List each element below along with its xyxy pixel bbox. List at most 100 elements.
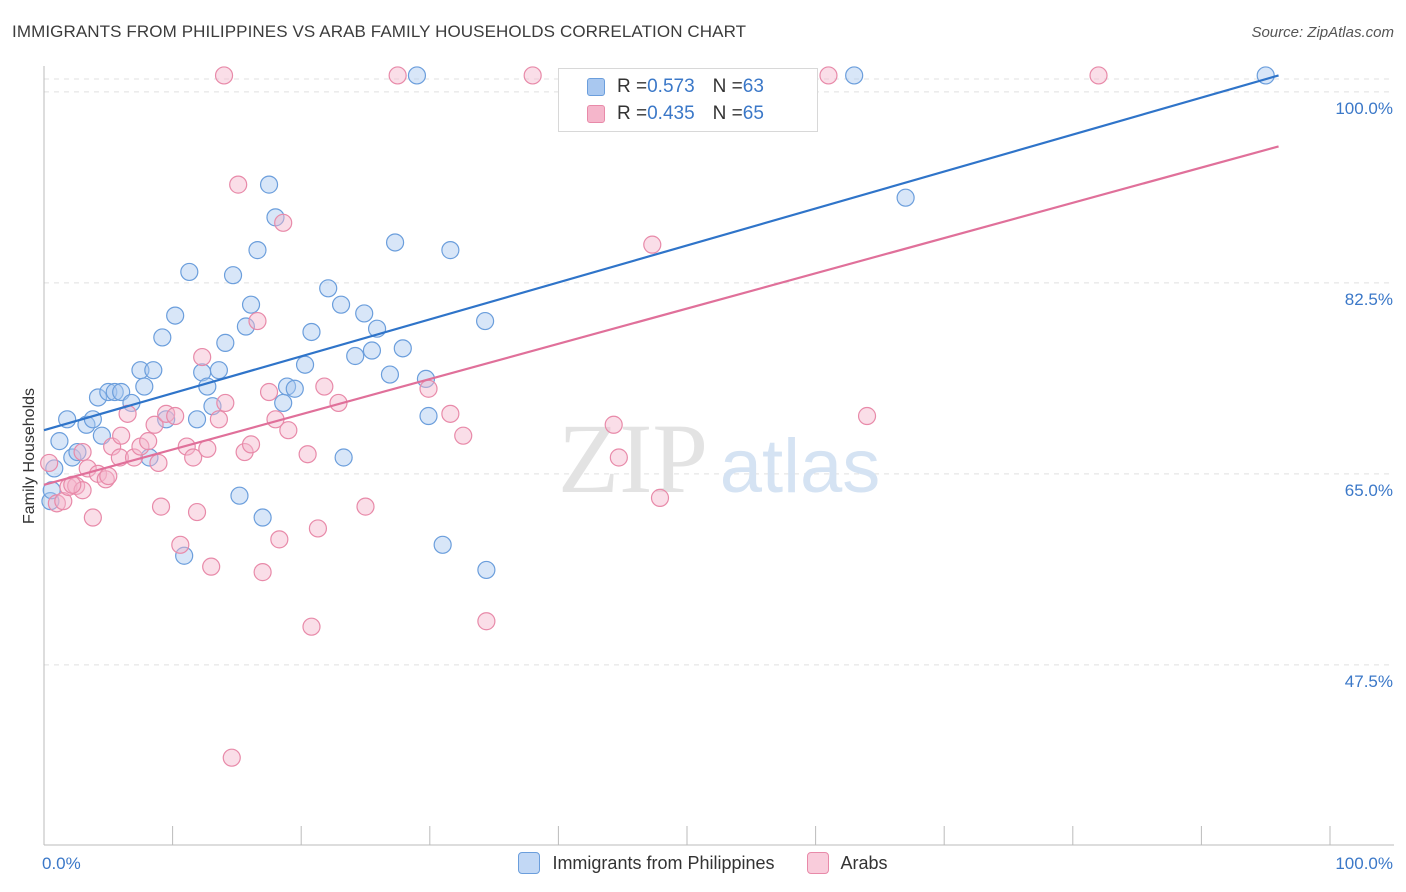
arabs-point (145, 415, 164, 434)
arabs-swatch (587, 105, 605, 123)
arabs-point (166, 406, 185, 426)
philippines-point (50, 432, 69, 451)
arabs-point (298, 445, 317, 464)
philippines-point (346, 346, 365, 366)
arabs-point (54, 492, 73, 511)
philippines-point (385, 233, 405, 252)
arabs-point (139, 432, 158, 451)
philippines-point (253, 508, 272, 527)
philippines-point (135, 377, 154, 396)
arabs-point (214, 66, 234, 85)
philippines-point (302, 322, 321, 342)
trendlines (43, 74, 1279, 486)
series-legend: Immigrants from Philippines Arabs (0, 852, 1406, 874)
r-value: 0.435 (647, 103, 695, 124)
arabs-point (308, 519, 328, 538)
arabs-point (259, 382, 279, 402)
x-tick-label: 0.0% (42, 854, 81, 873)
arabs-swatch (806, 852, 829, 874)
y-axis-label: Family Households (21, 387, 38, 525)
arabs-point (329, 393, 348, 413)
arabs-point (857, 406, 877, 426)
philippines-point (248, 241, 267, 260)
source-credit: Source: ZipAtlas.com (1251, 24, 1394, 41)
philippines-point (334, 448, 353, 467)
x-tick-label: 100.0% (1335, 854, 1393, 873)
arabs-point (643, 235, 662, 254)
stats-row-arabs: R = 0.435 N = 65 (587, 102, 764, 126)
arabs-point (302, 617, 321, 636)
arabs-point (229, 175, 248, 194)
arabs-point (356, 497, 375, 516)
arabs-point (73, 481, 92, 500)
watermark-zip: ZIP (558, 403, 708, 514)
philippines-point (187, 410, 207, 429)
arabs-point (184, 448, 203, 467)
philippines-trendline (43, 74, 1279, 432)
tick-labels: 47.5% 65.0% 82.5% 100.0% 0.0% 100.0% (42, 99, 1393, 873)
chart-title: IMMIGRANTS FROM PHILIPPINES VS ARAB FAMI… (12, 22, 747, 41)
philippines-point (845, 66, 864, 85)
arabs-point (477, 612, 496, 631)
philippines-point (477, 560, 496, 580)
philippines-point (295, 355, 315, 374)
arabs-point (216, 393, 235, 413)
philippines-point (433, 535, 452, 554)
y-tick-label: 47.5% (1345, 672, 1393, 691)
arabs-point (819, 66, 838, 85)
philippines-point (355, 304, 374, 323)
arabs-point (419, 379, 438, 398)
philippines-point (144, 361, 163, 380)
arabs-point (274, 213, 293, 232)
philippines-point (216, 333, 235, 352)
arabs-point (193, 347, 212, 367)
philippines-point (58, 410, 77, 429)
philippines-point (331, 295, 351, 314)
philippines-point (236, 317, 256, 336)
arabs-point (149, 453, 168, 473)
watermark-atlas: atlas (720, 424, 881, 509)
philippines-point (896, 188, 915, 207)
arabs-point (315, 377, 334, 396)
y-tick-label: 100.0% (1335, 99, 1393, 118)
arabs-trendline (43, 145, 1279, 486)
n-value: 65 (742, 103, 764, 124)
arabs-point (523, 66, 542, 85)
arabs-point (96, 470, 115, 489)
philippines-point (153, 328, 172, 347)
philippines-point (180, 262, 199, 282)
arabs-point (99, 466, 118, 486)
arabs-point (241, 435, 261, 454)
arabs-point (454, 426, 473, 445)
philippines-point (393, 339, 412, 358)
legend-label-arabs: Arabs (840, 852, 888, 873)
philippines-point (175, 546, 194, 565)
r-value: 0.573 (647, 76, 695, 97)
philippines-point (419, 406, 438, 426)
series-arabs-points (40, 66, 1108, 767)
philippines-point (285, 379, 304, 398)
legend-item-arabs: Arabs (806, 852, 888, 874)
philippines-point (475, 311, 495, 331)
arabs-point (202, 557, 221, 576)
philippines-point (241, 295, 261, 314)
legend-label-philippines: Immigrants from Philippines (552, 852, 775, 873)
n-value: 63 (742, 76, 764, 97)
arabs-point (209, 410, 228, 429)
philippines-point (380, 365, 400, 384)
philippines-point (441, 241, 460, 260)
arabs-point (112, 426, 131, 445)
arabs-point (604, 415, 623, 434)
series-philippines-points (41, 66, 1275, 580)
arabs-point (388, 66, 407, 85)
arabs-point (279, 421, 298, 440)
philippines-point (230, 486, 249, 505)
arabs-point (187, 502, 207, 522)
legend-item-philippines: Immigrants from Philippines (518, 852, 775, 874)
philippines-point (68, 442, 87, 462)
philippines-point (362, 341, 382, 360)
philippines-point (319, 279, 338, 298)
arabs-point (441, 404, 460, 423)
arabs-point (1089, 66, 1108, 85)
